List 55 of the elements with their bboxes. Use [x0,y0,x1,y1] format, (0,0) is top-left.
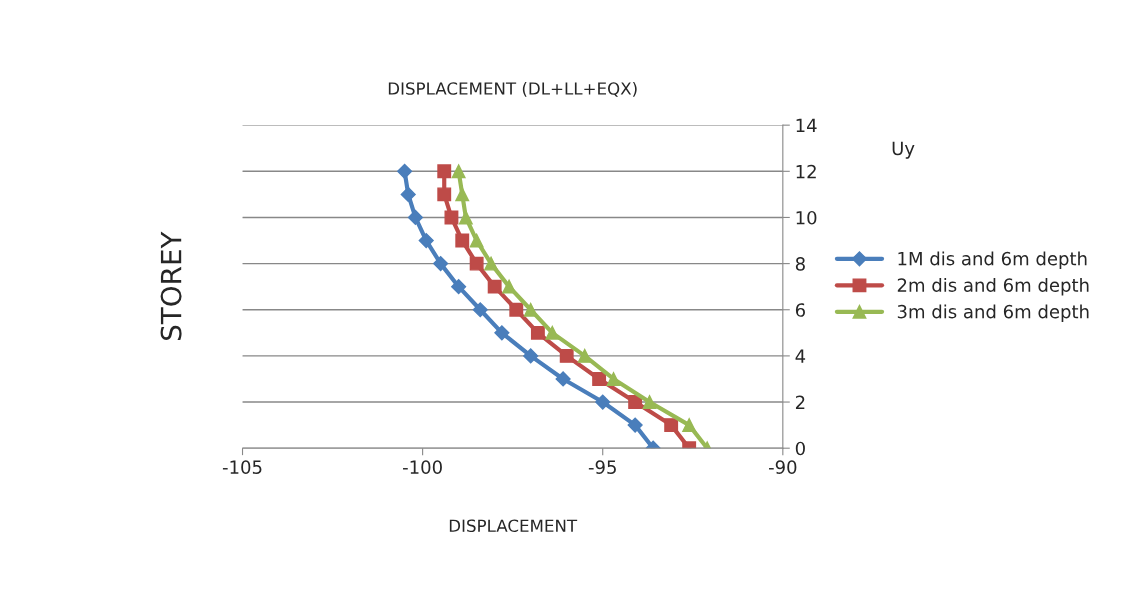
point [682,418,697,433]
x-axis-title: DISPLACEMENT [449,519,578,533]
y-tick-label: 4 [795,349,806,363]
point [502,279,517,294]
y-tick-label: 14 [796,118,817,133]
y-axis-title: STOREY [160,231,182,340]
legend-label: 1M dis and 6m depth [898,251,1087,269]
point [397,163,413,179]
x-tick-label: -90 [768,460,797,474]
legend-label: 2m dis and 6m depth [897,277,1089,296]
point [592,372,607,386]
point [628,395,643,409]
point [494,325,510,341]
y-tick-label: 0 [795,441,805,456]
point [444,210,459,225]
x-tick-label: -100 [403,460,442,474]
legend-label: 3m dis and 6m depth [897,304,1089,322]
point [509,302,524,317]
point [455,187,470,202]
chart-title: DISPLACEMENT (DL+LL+EQX) [388,81,637,97]
point [606,372,621,386]
point [664,418,679,433]
point [437,187,452,202]
point [469,233,484,248]
point [458,210,473,225]
point [469,256,484,271]
point [555,371,571,387]
y-tick-label: 8 [795,257,805,271]
point [627,417,643,433]
point [451,279,467,295]
point [407,209,423,226]
point [437,164,452,179]
point [487,279,502,294]
text: Uy [892,141,915,159]
point [545,325,560,340]
point [455,233,470,248]
y-tick-label: 10 [796,210,817,225]
point [484,256,499,271]
point [523,348,539,364]
point [472,302,488,318]
point [433,256,449,272]
point [451,164,466,179]
point [595,394,611,410]
y-tick-label: 12 [796,164,816,179]
point [642,395,657,409]
point [400,186,416,202]
point [559,348,574,363]
y-tick-label: 2 [795,395,805,409]
point [418,232,434,249]
y-tick-label: 6 [795,303,805,317]
x-tick-label: -95 [588,460,616,474]
point [530,325,545,340]
point [523,302,538,317]
x-tick-label: -105 [222,460,262,474]
point [577,348,592,363]
